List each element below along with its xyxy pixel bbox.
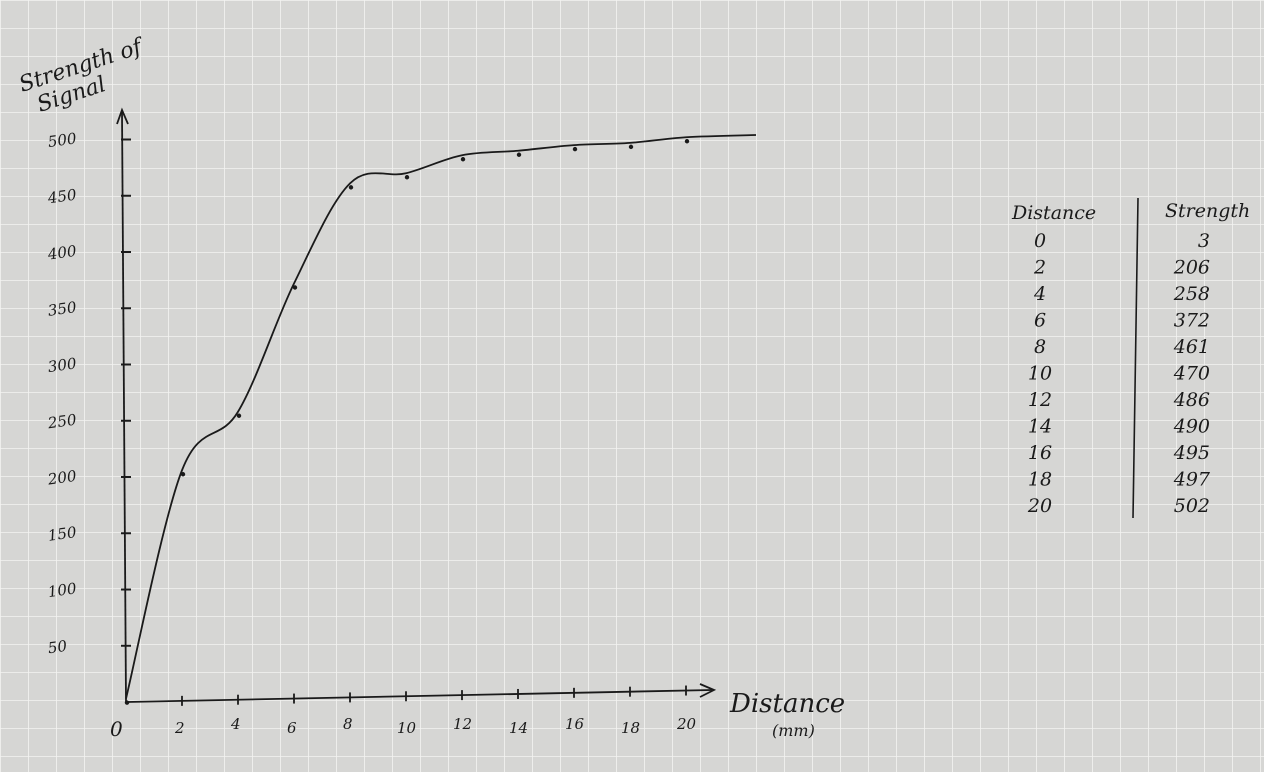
y-axis-line <box>121 111 127 703</box>
table-cell-distance: 18 <box>1028 469 1052 491</box>
table-header-distance: Distance <box>1011 202 1096 224</box>
x-tick-label: 8 <box>343 715 353 733</box>
data-point <box>124 700 130 705</box>
x-tick-label: 10 <box>397 719 417 737</box>
y-tick-label: 150 <box>47 523 78 545</box>
data-point <box>572 146 578 152</box>
x-axis-arrow <box>699 683 717 698</box>
x-tick-label: 18 <box>621 719 640 737</box>
table-cell-distance: 0 <box>1034 230 1046 252</box>
y-tick-label: 50 <box>47 637 69 658</box>
y-tick-label: 400 <box>46 242 78 264</box>
table-cell-distance: 16 <box>1028 442 1052 464</box>
x-tick-label: 6 <box>287 719 297 737</box>
y-tick-label: 300 <box>47 354 78 376</box>
y-tick-label: 350 <box>47 298 78 320</box>
table-rows: 0 3 2 206 4 258 6 372 8 461 10 470 12 486 14 490 16 495 18… <box>1027 230 1211 517</box>
table-cell-distance: 10 <box>1028 363 1052 385</box>
data-point <box>236 413 242 418</box>
y-tick-label: 450 <box>46 185 78 207</box>
table-cell-distance: 8 <box>1034 336 1046 358</box>
data-table: Distance Strength 0 3 2 206 4 258 6 372 8 461 10 47… <box>1011 197 1250 519</box>
table-header-strength: Strength <box>1165 200 1250 222</box>
table-cell-strength: 470 <box>1173 363 1210 385</box>
table-cell-strength: 461 <box>1173 336 1210 358</box>
table-cell-strength: 497 <box>1173 469 1211 491</box>
table-cell-strength: 486 <box>1173 389 1210 411</box>
data-point <box>180 472 186 477</box>
data-point <box>628 144 634 150</box>
x-tick-label: 12 <box>453 715 472 733</box>
x-tick-label: 16 <box>565 715 585 733</box>
table-cell-strength: 206 <box>1173 257 1210 279</box>
y-axis-arrow <box>116 107 129 125</box>
table-cell-distance: 2 <box>1033 257 1046 279</box>
x-axis-line <box>125 689 713 703</box>
y-ticks: 50 100 150 200 250 300 350 400 450 500 <box>46 129 131 657</box>
data-point <box>292 285 298 290</box>
table-cell-strength: 3 <box>1198 230 1210 252</box>
table-cell-distance: 20 <box>1027 495 1052 517</box>
data-points <box>124 139 690 705</box>
y-tick-label: 100 <box>47 579 78 601</box>
table-cell-strength: 502 <box>1174 495 1210 517</box>
data-point <box>348 185 354 190</box>
table-cell-strength: 372 <box>1174 310 1210 332</box>
x-tick-label: 2 <box>174 719 185 737</box>
x-tick-label: 14 <box>509 719 528 737</box>
table-cell-strength: 490 <box>1173 416 1210 438</box>
table-cell-distance: 6 <box>1034 310 1046 332</box>
y-tick-label: 250 <box>46 410 78 432</box>
x-ticks: 2 4 6 8 10 12 14 16 18 20 <box>174 685 697 737</box>
x-tick-label: 4 <box>230 715 241 733</box>
table-divider <box>1132 197 1139 519</box>
table-cell-strength: 495 <box>1173 442 1210 464</box>
table-cell-distance: 4 <box>1033 283 1046 305</box>
data-point <box>684 139 690 144</box>
origin-label: 0 <box>110 717 123 741</box>
x-axis-title: Distance <box>729 689 845 719</box>
y-tick-label: 200 <box>46 467 78 489</box>
x-axis-unit: (mm) <box>772 721 815 740</box>
trend-curve <box>125 134 757 699</box>
data-point <box>404 175 410 180</box>
table-cell-strength: 258 <box>1173 283 1210 305</box>
table-cell-distance: 14 <box>1028 416 1052 438</box>
data-point <box>516 152 522 157</box>
table-cell-distance: 12 <box>1028 389 1052 411</box>
data-point <box>460 157 466 162</box>
axes <box>116 107 717 703</box>
y-tick-label: 500 <box>47 129 78 151</box>
x-tick-label: 20 <box>676 715 697 733</box>
